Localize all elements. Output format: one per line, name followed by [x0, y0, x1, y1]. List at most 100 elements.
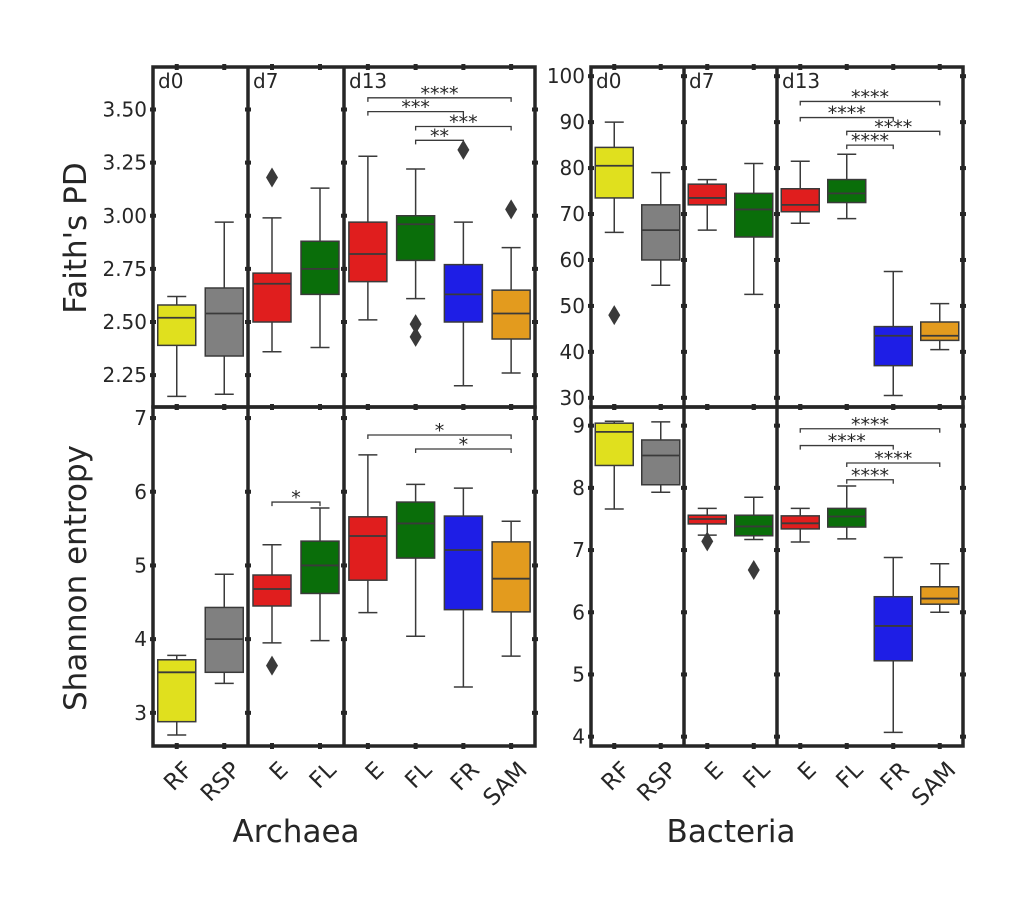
- significance-label: ****: [828, 103, 866, 125]
- x-tick-label: FL: [305, 757, 342, 794]
- x-tick-label: SAM: [479, 757, 533, 811]
- outlier-point: [409, 326, 422, 347]
- significance-bracket: ****: [846, 130, 894, 152]
- box-rsp: [204, 221, 244, 395]
- significance-label: ****: [851, 414, 889, 436]
- significance-bracket: ****: [846, 116, 941, 138]
- significance-bracket: ****: [799, 414, 941, 436]
- box-e: [687, 178, 727, 231]
- box-fl: [395, 483, 436, 637]
- y-tick-label: 2.25: [102, 363, 147, 387]
- box-body: [491, 289, 531, 340]
- column-label-archaea: Archaea: [232, 814, 359, 850]
- x-tick-label: E: [361, 757, 390, 786]
- box-rsp: [641, 171, 681, 286]
- group-label-d7: d7: [253, 69, 278, 93]
- box-fr: [873, 270, 913, 397]
- significance-label: *: [291, 487, 301, 509]
- box-sam: [491, 199, 531, 374]
- box-body: [491, 541, 531, 613]
- group-label-d0: d0: [158, 69, 183, 93]
- box-body: [395, 501, 436, 559]
- significance-label: ****: [851, 86, 889, 108]
- y-tick-label: 100: [547, 64, 585, 88]
- box-rsp: [204, 573, 244, 685]
- box-body: [157, 304, 197, 347]
- box-sam: [920, 562, 960, 614]
- box-body: [348, 516, 388, 581]
- group-label-d7: d7: [689, 69, 714, 93]
- significance-label: ****: [421, 83, 459, 105]
- bracket-line: [799, 100, 941, 106]
- significance-bracket: *: [271, 487, 321, 509]
- y-tick-label: 30: [560, 386, 585, 410]
- box-fl: [734, 496, 774, 580]
- box-rf: [594, 121, 634, 326]
- box-rf: [594, 420, 634, 510]
- y-tick-label: 3.00: [102, 204, 147, 228]
- y-tick-label: 2.75: [102, 257, 147, 281]
- box-e: [687, 507, 727, 552]
- y-tick-label: 3.25: [102, 151, 147, 175]
- y-tick-label: 4: [134, 627, 147, 651]
- box-fl: [827, 153, 867, 220]
- archaea-faiths-pd-panel: 2.252.502.753.003.253.50************d0 d7…: [102, 64, 538, 410]
- box-body: [780, 515, 820, 530]
- y-tick-label: 2.50: [102, 310, 147, 334]
- box-fl: [300, 507, 340, 642]
- significance-label: ***: [449, 112, 478, 134]
- column-label-bacteria: Bacteria: [667, 814, 796, 850]
- bracket-line: [367, 110, 465, 116]
- y-tick-label: 6: [134, 480, 147, 504]
- box-body: [348, 221, 388, 283]
- box-body: [920, 321, 960, 342]
- group-label-d13: d13: [349, 69, 387, 93]
- outlier-point: [457, 139, 470, 160]
- bracket-line: [799, 444, 894, 450]
- significance-bracket: ***: [414, 112, 512, 134]
- significance-label: ***: [401, 97, 430, 119]
- significance-bracket: ****: [846, 448, 941, 470]
- box-e: [780, 160, 820, 224]
- x-tick-label: FR: [446, 757, 485, 796]
- bracket-line: [799, 428, 941, 433]
- outlier-point: [266, 655, 278, 676]
- box-body: [300, 540, 340, 595]
- box-e: [252, 544, 292, 676]
- box-rsp: [641, 421, 681, 493]
- box-body: [443, 263, 484, 323]
- y-tick-label: 40: [560, 340, 585, 364]
- box-body: [687, 183, 727, 206]
- panel-frame: [151, 405, 537, 748]
- box-e: [348, 155, 388, 321]
- y-tick-label: 80: [560, 156, 585, 180]
- panel-frame: [589, 405, 965, 748]
- x-tick-label: FL: [739, 757, 776, 794]
- y-tick-label: 50: [560, 294, 585, 318]
- box-e: [348, 454, 388, 614]
- x-tick-label: FL: [832, 757, 869, 794]
- outlier-point: [409, 314, 422, 335]
- box-sam: [920, 302, 960, 351]
- significance-bracket: ****: [799, 86, 941, 108]
- bracket-line: [271, 501, 321, 507]
- bracket-line: [846, 130, 941, 136]
- bracket-line: [367, 434, 512, 440]
- bracket-line: [846, 144, 894, 150]
- significance-label: ****: [851, 130, 889, 152]
- box-rf: [157, 654, 197, 736]
- row-label-faiths-pd: Faith's PD: [58, 162, 94, 314]
- box-e: [780, 507, 820, 543]
- box-fl: [300, 187, 340, 349]
- x-tick-label: FL: [400, 757, 437, 794]
- significance-bracket: *: [367, 420, 512, 442]
- box-body: [300, 240, 340, 296]
- x-tick-label: E: [265, 757, 294, 786]
- significance-label: *: [435, 420, 445, 442]
- y-tick-label: 60: [560, 248, 585, 272]
- significance-bracket: ****: [799, 431, 894, 453]
- box-body: [734, 192, 774, 238]
- box-body: [594, 146, 634, 199]
